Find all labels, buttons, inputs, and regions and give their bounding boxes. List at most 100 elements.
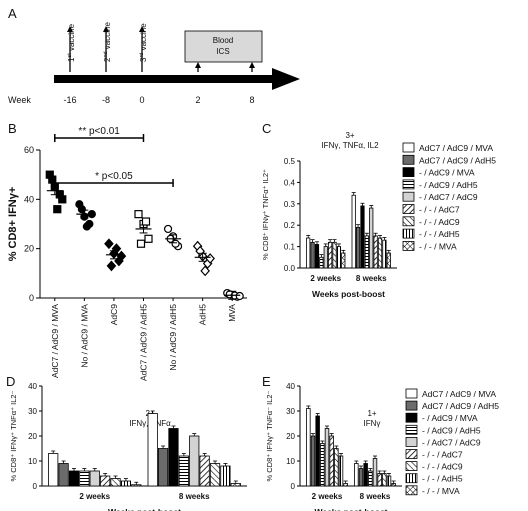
bar xyxy=(332,241,337,269)
bar xyxy=(110,478,121,487)
panel-a: A Blood ICS Week -16 -8 0 2 8 1st vaccine 2nd … xyxy=(8,6,300,105)
timeline-marks: -16 -8 0 2 8 1st vaccine 2nd vaccine 3rd vaccin… xyxy=(63,22,255,105)
bar xyxy=(334,448,339,487)
bar xyxy=(336,246,342,269)
legend-label: - / AdC7 / AdC9 xyxy=(419,192,478,202)
y-tick-label: 10 xyxy=(286,457,295,466)
legend-label: - / - / AdC9 xyxy=(422,462,463,472)
bar xyxy=(48,453,59,487)
bar xyxy=(329,435,334,487)
bar xyxy=(220,465,231,487)
vaccine-label-2: 3rd vaccine xyxy=(139,23,148,62)
legend-swatch xyxy=(405,473,418,484)
legend-label: - / - / MVA xyxy=(422,486,460,496)
y-axis-title: % CD8⁺ IFNγ⁺ TNFα⁺ IL2⁻ xyxy=(9,390,18,481)
data-point xyxy=(163,224,173,234)
legend-label: - / AdC9 / MVA xyxy=(422,413,478,423)
x-axis-title: Weeks post-boost xyxy=(314,507,387,511)
box-line-1: Blood xyxy=(213,36,233,45)
data-point xyxy=(141,217,151,226)
week-tick-1: -8 xyxy=(102,95,110,105)
x-tick-label: 2 weeks xyxy=(79,492,110,501)
legend-swatch xyxy=(405,412,418,423)
bar xyxy=(315,415,320,487)
data-point xyxy=(53,205,62,214)
y-tick-label: 60 xyxy=(24,145,34,155)
data-point xyxy=(136,239,146,248)
y-tick-label: 0.0 xyxy=(284,264,296,273)
bar xyxy=(89,470,100,487)
bar xyxy=(364,235,369,269)
bar xyxy=(131,484,142,487)
bar xyxy=(338,455,344,487)
x-tick-label: AdH5 xyxy=(198,304,208,326)
x-tick-label: MVA xyxy=(227,304,237,322)
bar xyxy=(230,483,241,487)
legend-label: - / - / MVA xyxy=(419,241,457,251)
y-tick-label: 10 xyxy=(28,457,37,466)
data-point xyxy=(106,260,117,272)
data-point xyxy=(200,265,210,277)
bar xyxy=(168,428,179,487)
timeline-arrowhead-1 xyxy=(103,26,109,32)
legend-label: - / - / AdC7 xyxy=(422,450,463,460)
blood-ics-box xyxy=(184,30,263,63)
legend-label: - / - / AdC7 xyxy=(419,205,460,215)
bar xyxy=(147,413,158,487)
bar xyxy=(341,252,346,269)
legend-swatch xyxy=(402,179,415,190)
data-point xyxy=(104,238,114,250)
bar xyxy=(363,463,368,487)
bar xyxy=(382,473,387,487)
bar xyxy=(354,463,359,487)
y-tick-label: 0.4 xyxy=(284,178,296,187)
legend-swatch xyxy=(402,228,415,239)
week-tick-3: 2 xyxy=(195,95,200,105)
bar xyxy=(100,475,111,487)
panel-b-scatter: 0 20 40 60 % CD8+ IFNγ+ AdC7 / AdC9 / MVA No /… xyxy=(7,126,247,381)
bar xyxy=(377,237,383,269)
y-tick-label: 0 xyxy=(29,293,34,303)
bar xyxy=(355,226,361,269)
bar xyxy=(373,235,378,269)
chart-subtitle: IFNγ xyxy=(364,419,381,428)
legend-label: AdC7 / AdC9 / AdH5 xyxy=(422,401,499,411)
bar xyxy=(358,468,364,487)
legend-top: AdC7 / AdC9 / MVA AdC7 / AdC9 / AdH5 - / A… xyxy=(402,142,496,251)
bar xyxy=(386,475,392,487)
y-tick-label: 20 xyxy=(28,432,37,441)
chart-title: 3+ xyxy=(345,131,354,140)
legend-swatch xyxy=(405,461,418,472)
timeline-arrowhead-4 xyxy=(249,62,255,68)
bar xyxy=(157,448,169,487)
box-line-2: ICS xyxy=(216,47,229,56)
panel-label-c: C xyxy=(262,121,271,136)
x-tick-label: AdC7 / AdC9 / AdH5 xyxy=(139,304,149,381)
chart-title: 1+ xyxy=(367,409,376,418)
y-tick-label: 30 xyxy=(286,407,295,416)
bar xyxy=(372,458,378,487)
legend-swatch xyxy=(402,154,415,165)
bar xyxy=(319,256,324,269)
bar xyxy=(79,470,90,487)
bar xyxy=(324,428,330,487)
panel-c-bars: 0.0 0.1 0.2 0.3 0.4 0.5 % CD8⁺ IFNγ⁺ TNFα⁺ IL2… xyxy=(261,131,397,299)
bar xyxy=(68,470,80,487)
bar xyxy=(360,205,365,269)
vaccine-label-0: 1st vaccine xyxy=(67,23,76,62)
chart-subtitle: IFNγ, TNFα, IL2 xyxy=(321,141,379,150)
legend-label: - / AdC7 / AdC9 xyxy=(422,437,481,447)
y-axis-title: % CD8+ IFNγ+ xyxy=(7,187,19,262)
legend-label: AdC7 / AdC9 / MVA xyxy=(422,389,496,399)
legend-label: - / - / AdC9 xyxy=(419,217,460,227)
y-tick-label: 20 xyxy=(286,432,295,441)
bar xyxy=(310,435,316,487)
bar xyxy=(209,463,221,487)
panel-label-d: D xyxy=(6,374,15,389)
y-tick-label: 0.2 xyxy=(284,221,296,230)
significance-label: * p<0.05 xyxy=(95,171,133,182)
bar xyxy=(369,207,374,269)
y-tick-label: 20 xyxy=(24,244,34,254)
y-tick-label: 0.5 xyxy=(284,157,296,166)
